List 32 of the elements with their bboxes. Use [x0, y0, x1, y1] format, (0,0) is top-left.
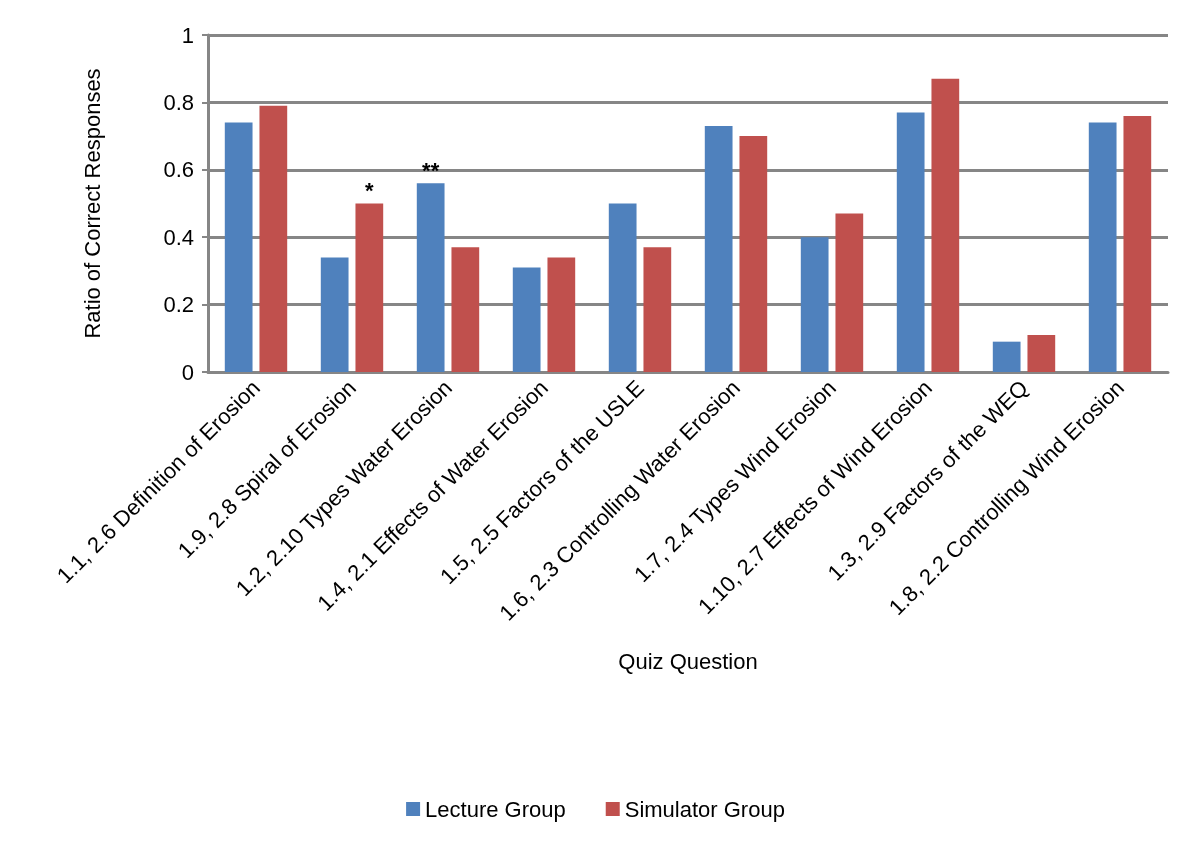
- bar: [320, 257, 349, 372]
- bar: [1123, 115, 1152, 372]
- bar: [224, 122, 253, 372]
- y-axis-title: Ratio of Correct Responses: [79, 68, 105, 339]
- bar: [355, 203, 384, 372]
- bar: [416, 183, 445, 372]
- legend-label: Simulator Group: [624, 796, 785, 822]
- y-tick-label: 0.6: [163, 157, 194, 183]
- y-tick-label: 0.4: [163, 224, 194, 250]
- bar: [704, 125, 733, 372]
- bar: [1088, 122, 1117, 372]
- y-tick-label: 0.2: [163, 292, 194, 318]
- bar: [512, 267, 541, 372]
- y-tick-label: 0.8: [163, 89, 194, 115]
- y-tick-label: 0: [181, 359, 194, 385]
- bar: [547, 257, 576, 372]
- bar: [835, 213, 864, 372]
- legend-label: Lecture Group: [425, 796, 566, 822]
- annotation: **: [422, 157, 440, 183]
- bar: [992, 341, 1021, 372]
- bar: [451, 247, 480, 372]
- bar: [739, 136, 768, 372]
- bar: [931, 78, 960, 372]
- bar: [643, 247, 672, 372]
- x-axis-title: Quiz Question: [618, 648, 758, 674]
- bar: [608, 203, 637, 372]
- y-tick-label: 1: [181, 22, 194, 48]
- bar: [1027, 334, 1056, 372]
- annotation: *: [365, 178, 375, 203]
- bar: [896, 112, 925, 372]
- bar: [259, 105, 288, 372]
- bar: [800, 237, 829, 372]
